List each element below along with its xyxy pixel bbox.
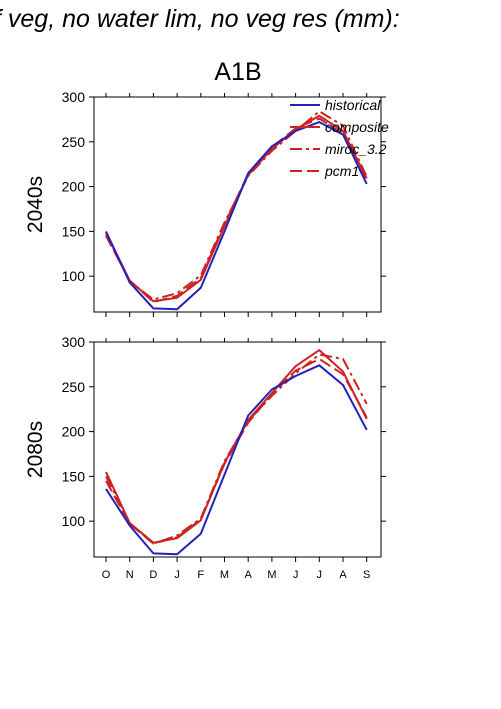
panel-2040s: 100 150 200 250 300 2040s historical composite m… [24, 89, 389, 317]
x-tick-label: N [126, 569, 134, 581]
x-tick-label: J [317, 569, 323, 581]
plot-frame [93, 96, 382, 313]
legend-label: historical [325, 97, 381, 113]
y-tick-label: 200 [62, 179, 86, 195]
y-tick-label: 300 [62, 89, 86, 105]
series-line-historical [105, 121, 368, 311]
legend-label: miroc_3.2 [325, 141, 387, 157]
x-tick-label: M [220, 569, 229, 581]
scenario-label: A1B [214, 58, 261, 86]
x-tick-label: A [245, 569, 253, 581]
y-tick-label: 250 [62, 379, 86, 395]
x-tick-label: O [102, 569, 111, 581]
figure-title: f veg, no water lim, no veg res (mm): [0, 5, 400, 33]
panels: 100 150 200 250 300 2040s historical composite m… [24, 89, 389, 581]
x-tick-label: J [293, 569, 299, 581]
y-tick-label: 300 [62, 334, 86, 350]
series-line-composite [105, 349, 368, 544]
y-axis-label: 2040s [24, 176, 47, 233]
legend-label: composite [325, 119, 389, 135]
panel-2080s: 100 150 200 250 300 O N D J F M A M J J A S 2080s [24, 334, 386, 581]
y-tick-label: 100 [62, 268, 86, 284]
x-tick-label: S [363, 569, 370, 581]
y-axis-label: 2080s [24, 421, 47, 478]
plot-frame [93, 341, 382, 558]
x-tick-label: A [339, 569, 347, 581]
x-tick-label: F [197, 569, 204, 581]
series-line-miroc-3-2 [105, 110, 368, 301]
y-tick-label: 100 [62, 513, 86, 529]
x-tick-label: J [174, 569, 180, 581]
y-tick-label: 150 [62, 468, 86, 484]
x-tick-label: D [149, 569, 157, 581]
y-tick-label: 150 [62, 223, 86, 239]
y-tick-label: 250 [62, 134, 86, 150]
legend-label: pcm1 [324, 163, 359, 179]
x-tick-label: M [267, 569, 276, 581]
series-line-miroc-3-2 [105, 353, 368, 545]
legend: historical composite miroc_3.2 pcm1 [290, 97, 389, 179]
series-line-pcm1 [105, 358, 368, 545]
y-tick-label: 200 [62, 424, 86, 440]
series-line-historical [105, 364, 368, 556]
